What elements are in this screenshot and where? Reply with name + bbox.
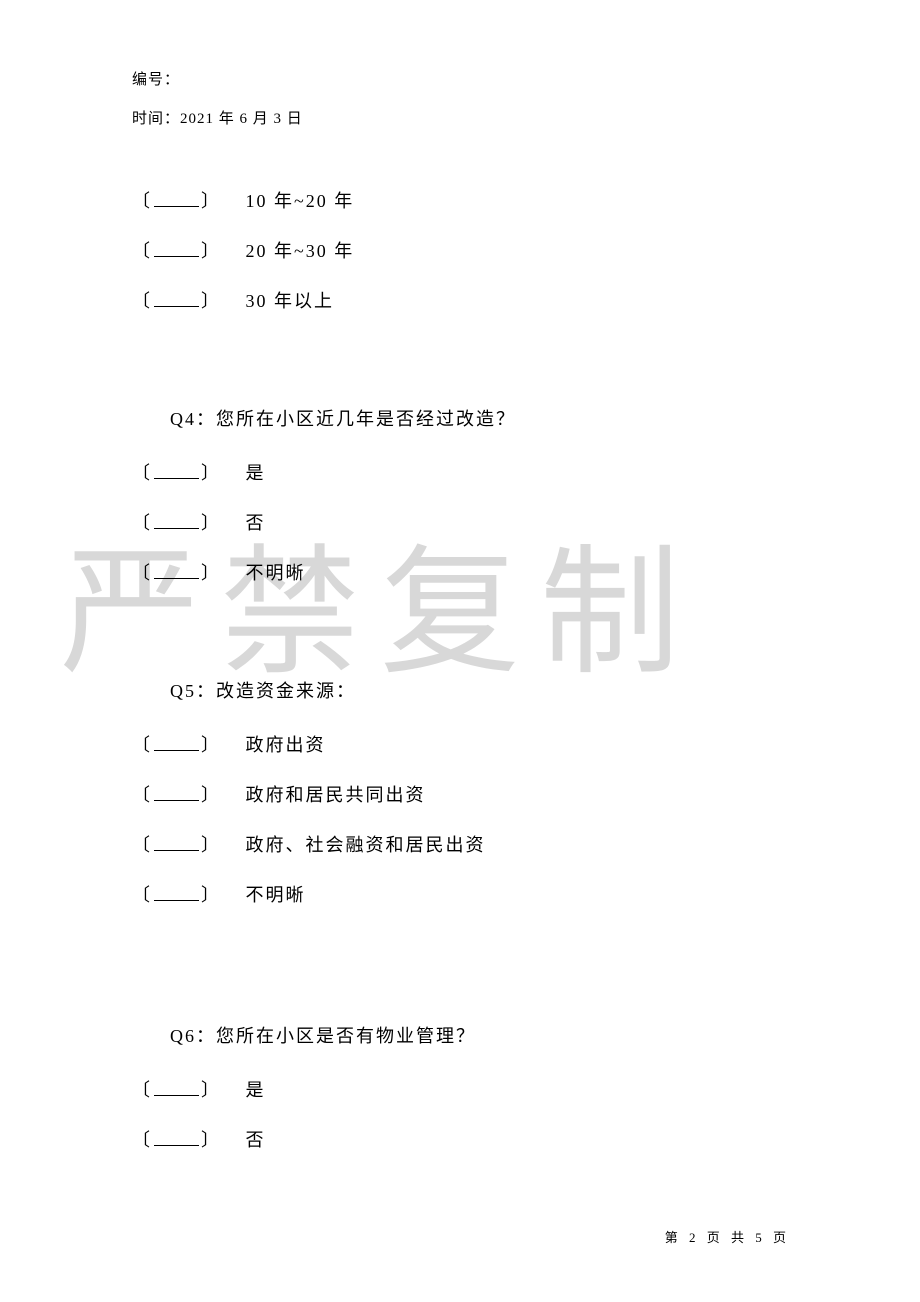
bracket-left: 〔 [132, 785, 152, 805]
q6-option: 〔 〕 是 [132, 1076, 792, 1102]
bracket-left: 〔 [132, 191, 152, 211]
bracket-right: 〕 [201, 191, 221, 211]
q3-option: 〔 〕 10 年~20 年 [132, 187, 792, 213]
answer-blank[interactable] [154, 750, 199, 751]
bracket-right: 〕 [201, 291, 221, 311]
bracket-right: 〕 [201, 735, 221, 755]
q6-title: Q6：您所在小区是否有物业管理？ [170, 1022, 792, 1048]
answer-blank[interactable] [154, 850, 199, 851]
q3-option: 〔 〕 20 年~30 年 [132, 237, 792, 263]
bracket-left: 〔 [132, 1130, 152, 1150]
bracket-right: 〕 [201, 785, 221, 805]
answer-blank[interactable] [154, 478, 199, 479]
option-text: 20 年~30 年 [246, 241, 355, 261]
q4-option: 〔 〕 不明晰 [132, 559, 792, 585]
page-footer: 第 2 页 共 5 页 [665, 1227, 790, 1246]
bracket-left: 〔 [132, 563, 152, 583]
answer-blank[interactable] [154, 578, 199, 579]
bracket-right: 〕 [201, 463, 221, 483]
option-text: 否 [246, 1130, 266, 1150]
option-text: 否 [246, 513, 266, 533]
bracket-left: 〔 [132, 735, 152, 755]
q5-option: 〔 〕 政府出资 [132, 731, 792, 757]
q4-option: 〔 〕 是 [132, 459, 792, 485]
option-text: 不明晰 [246, 563, 306, 583]
option-text: 政府、社会融资和居民出资 [246, 835, 486, 855]
option-text: 是 [246, 463, 266, 483]
bracket-right: 〕 [201, 513, 221, 533]
option-text: 10 年~20 年 [246, 191, 355, 211]
bracket-right: 〕 [201, 835, 221, 855]
bracket-left: 〔 [132, 241, 152, 261]
q4-title: Q4：您所在小区近几年是否经过改造？ [170, 405, 792, 431]
bracket-left: 〔 [132, 291, 152, 311]
q3-option: 〔 〕 30 年以上 [132, 287, 792, 313]
bracket-left: 〔 [132, 885, 152, 905]
q5-option: 〔 〕 不明晰 [132, 881, 792, 907]
answer-blank[interactable] [154, 900, 199, 901]
option-text: 政府出资 [246, 735, 326, 755]
answer-blank[interactable] [154, 528, 199, 529]
doc-date-label: 时间：2021 年 6 月 3 日 [132, 107, 303, 128]
option-text: 30 年以上 [246, 291, 335, 311]
answer-blank[interactable] [154, 306, 199, 307]
bracket-right: 〕 [201, 885, 221, 905]
bracket-left: 〔 [132, 835, 152, 855]
document-content: 〔〕 10 年~20 年 〔〕 20 年~30 年 〔〕 30 年以上 Q4：您… [132, 187, 792, 1152]
q5-title: Q5：改造资金来源： [170, 677, 792, 703]
bracket-right: 〕 [201, 1080, 221, 1100]
answer-blank[interactable] [154, 1095, 199, 1096]
answer-blank[interactable] [154, 1145, 199, 1146]
q4-option: 〔 〕 否 [132, 509, 792, 535]
answer-blank[interactable] [154, 800, 199, 801]
q5-option: 〔 〕 政府、社会融资和居民出资 [132, 831, 792, 857]
answer-blank[interactable] [154, 206, 199, 207]
bracket-left: 〔 [132, 1080, 152, 1100]
bracket-left: 〔 [132, 513, 152, 533]
bracket-left: 〔 [132, 463, 152, 483]
answer-blank[interactable] [154, 256, 199, 257]
q5-option: 〔 〕 政府和居民共同出资 [132, 781, 792, 807]
bracket-right: 〕 [201, 563, 221, 583]
option-text: 不明晰 [246, 885, 306, 905]
q6-option: 〔 〕 否 [132, 1126, 792, 1152]
bracket-right: 〕 [201, 241, 221, 261]
document-header: 编号： 时间：2021 年 6 月 3 日 [132, 68, 303, 146]
bracket-right: 〕 [201, 1130, 221, 1150]
option-text: 政府和居民共同出资 [246, 785, 426, 805]
option-text: 是 [246, 1080, 266, 1100]
doc-number-label: 编号： [132, 68, 303, 89]
